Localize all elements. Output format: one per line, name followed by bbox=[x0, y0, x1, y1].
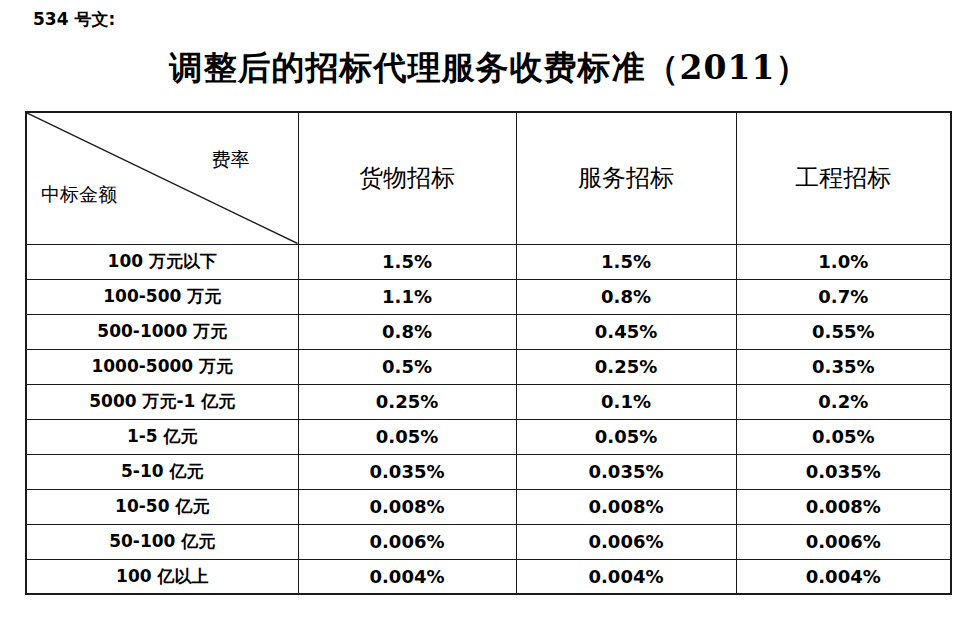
goods-rate-cell: 0.25% bbox=[298, 384, 516, 419]
doc-number-label: 534 号文: bbox=[33, 8, 115, 31]
goods-rate-cell: 1.5% bbox=[298, 244, 516, 279]
diagonal-line bbox=[27, 113, 298, 244]
amount-cell: 100 亿以上 bbox=[26, 559, 298, 594]
goods-rate-cell: 0.008% bbox=[298, 489, 516, 524]
services-rate-cell: 0.25% bbox=[516, 349, 736, 384]
table-row: 100-500 万元 1.1% 0.8% 0.7% bbox=[26, 279, 951, 314]
amount-cell: 5-10 亿元 bbox=[26, 454, 298, 489]
services-rate-cell: 1.5% bbox=[516, 244, 736, 279]
column-header-goods: 货物招标 bbox=[298, 112, 516, 244]
table-row: 1000-5000 万元 0.5% 0.25% 0.35% bbox=[26, 349, 951, 384]
amount-cell: 100-500 万元 bbox=[26, 279, 298, 314]
table-row: 500-1000 万元 0.8% 0.45% 0.55% bbox=[26, 314, 951, 349]
table-row: 50-100 亿元 0.006% 0.006% 0.006% bbox=[26, 524, 951, 559]
amount-cell: 1000-5000 万元 bbox=[26, 349, 298, 384]
table-row: 100 亿以上 0.004% 0.004% 0.004% bbox=[26, 559, 951, 594]
amount-cell: 10-50 亿元 bbox=[26, 489, 298, 524]
column-header-engineering: 工程招标 bbox=[736, 112, 951, 244]
engineering-rate-cell: 0.55% bbox=[736, 314, 951, 349]
services-rate-cell: 0.035% bbox=[516, 454, 736, 489]
corner-label-rate: 费率 bbox=[212, 150, 250, 169]
engineering-rate-cell: 0.008% bbox=[736, 489, 951, 524]
engineering-rate-cell: 1.0% bbox=[736, 244, 951, 279]
services-rate-cell: 0.004% bbox=[516, 559, 736, 594]
corner-label-amount: 中标金额 bbox=[41, 185, 117, 204]
goods-rate-cell: 1.1% bbox=[298, 279, 516, 314]
engineering-rate-cell: 0.006% bbox=[736, 524, 951, 559]
goods-rate-cell: 0.5% bbox=[298, 349, 516, 384]
amount-cell: 500-1000 万元 bbox=[26, 314, 298, 349]
table-row: 10-50 亿元 0.008% 0.008% 0.008% bbox=[26, 489, 951, 524]
table-row: 5000 万元-1 亿元 0.25% 0.1% 0.2% bbox=[26, 384, 951, 419]
goods-rate-cell: 0.035% bbox=[298, 454, 516, 489]
services-rate-cell: 0.45% bbox=[516, 314, 736, 349]
table-row: 1-5 亿元 0.05% 0.05% 0.05% bbox=[26, 419, 951, 454]
document-page: 534 号文: 调整后的招标代理服务收费标准（2011） 费率 中标金额 货物招… bbox=[0, 0, 979, 629]
amount-cell: 100 万元以下 bbox=[26, 244, 298, 279]
engineering-rate-cell: 0.035% bbox=[736, 454, 951, 489]
engineering-rate-cell: 0.004% bbox=[736, 559, 951, 594]
engineering-rate-cell: 0.2% bbox=[736, 384, 951, 419]
corner-header-cell: 费率 中标金额 bbox=[26, 112, 298, 244]
table-row: 5-10 亿元 0.035% 0.035% 0.035% bbox=[26, 454, 951, 489]
services-rate-cell: 0.008% bbox=[516, 489, 736, 524]
engineering-rate-cell: 0.05% bbox=[736, 419, 951, 454]
amount-cell: 1-5 亿元 bbox=[26, 419, 298, 454]
fee-table: 费率 中标金额 货物招标 服务招标 工程招标 100 万元以下 1.5% 1.5… bbox=[25, 111, 952, 595]
engineering-rate-cell: 0.7% bbox=[736, 279, 951, 314]
goods-rate-cell: 0.004% bbox=[298, 559, 516, 594]
engineering-rate-cell: 0.35% bbox=[736, 349, 951, 384]
amount-cell: 50-100 亿元 bbox=[26, 524, 298, 559]
goods-rate-cell: 0.05% bbox=[298, 419, 516, 454]
services-rate-cell: 0.1% bbox=[516, 384, 736, 419]
goods-rate-cell: 0.8% bbox=[298, 314, 516, 349]
services-rate-cell: 0.05% bbox=[516, 419, 736, 454]
table-row: 100 万元以下 1.5% 1.5% 1.0% bbox=[26, 244, 951, 279]
services-rate-cell: 0.8% bbox=[516, 279, 736, 314]
column-header-services: 服务招标 bbox=[516, 112, 736, 244]
goods-rate-cell: 0.006% bbox=[298, 524, 516, 559]
page-title: 调整后的招标代理服务收费标准（2011） bbox=[0, 46, 979, 91]
services-rate-cell: 0.006% bbox=[516, 524, 736, 559]
amount-cell: 5000 万元-1 亿元 bbox=[26, 384, 298, 419]
header-row: 费率 中标金额 货物招标 服务招标 工程招标 bbox=[26, 112, 951, 244]
